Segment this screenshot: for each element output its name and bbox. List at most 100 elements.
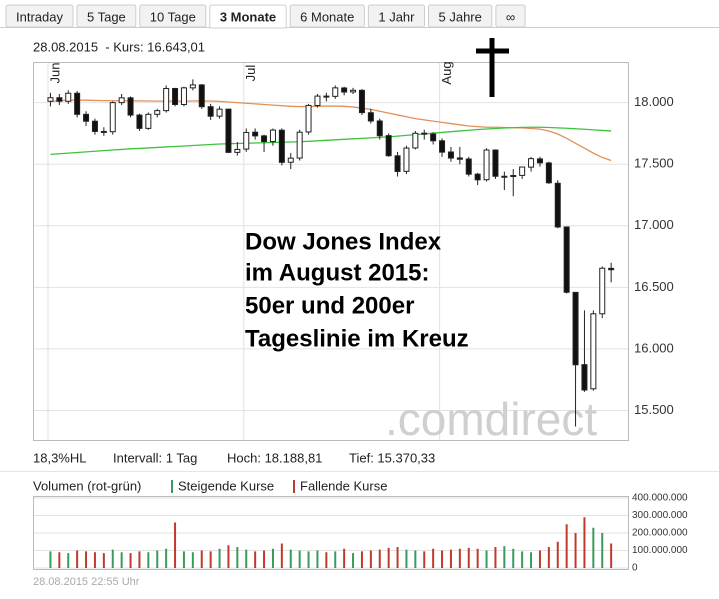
tab-label[interactable]: 1 Jahr (378, 9, 415, 24)
volume-bar (120, 552, 123, 568)
candle-body (545, 162, 552, 184)
x-tick-label: Aug (439, 61, 454, 84)
volume-bar (574, 533, 577, 568)
volume-bar (200, 550, 203, 568)
candle-body (474, 173, 481, 181)
volume-bar (236, 547, 239, 568)
candle-body (234, 148, 241, 153)
volume-bar (58, 552, 61, 568)
volume-bar (218, 548, 221, 568)
volume-bar (325, 552, 328, 568)
volume-bar (476, 548, 479, 568)
volume-bar (227, 545, 230, 568)
volume-bar (432, 548, 435, 568)
tab-background[interactable] (289, 4, 365, 28)
volume-bar (147, 552, 150, 568)
tab-background[interactable] (139, 4, 207, 28)
volume-bar (182, 551, 185, 568)
volume-bar (209, 551, 212, 568)
candle-body (109, 102, 116, 133)
volume-bar (378, 549, 381, 568)
candle-body (341, 87, 348, 93)
x-tick-label: Jun (47, 63, 62, 84)
volume-bar (556, 541, 559, 568)
volume-bar (85, 551, 88, 568)
volume-bar (565, 524, 568, 568)
volume-bar (165, 548, 168, 568)
tab-label[interactable]: 10 Tage (150, 9, 196, 24)
volume-bar (271, 548, 274, 568)
volume-bar (396, 547, 399, 568)
candle-body (287, 157, 294, 163)
candle-body (163, 87, 170, 112)
volume-title: Volumen (rot-grün) (33, 478, 141, 493)
y-tick-label: 200.000.000 (632, 528, 688, 539)
tab-background[interactable] (367, 4, 425, 28)
tab[interactable]: 5 Jahre (428, 4, 493, 28)
tab-label[interactable]: Intraday (16, 9, 63, 24)
y-tick-label: 400.000.000 (632, 493, 688, 504)
candle-body (278, 129, 285, 163)
volume-bar (423, 551, 426, 568)
volume-bar (610, 543, 613, 568)
candle-body (519, 166, 526, 176)
volume-bar (538, 550, 541, 568)
tab[interactable]: 1 Jahr (367, 4, 425, 28)
candle-body (198, 84, 205, 108)
volume-bar (601, 533, 604, 568)
candle-body (127, 97, 134, 116)
watermark: .comdirect (385, 393, 597, 445)
grid (34, 63, 628, 440)
candle-body (243, 131, 250, 150)
tab[interactable]: 5 Tage (76, 4, 137, 28)
y-tick-label: 100.000.000 (632, 545, 688, 556)
tab-background[interactable] (76, 4, 137, 28)
annotation: Tageslinie im Kreuz (245, 325, 469, 352)
candle-body (501, 175, 508, 178)
tab[interactable]: Intraday (5, 4, 74, 28)
candle-body (590, 313, 597, 390)
stat: Tief: 15.370,33 (349, 450, 435, 465)
plot (47, 79, 615, 427)
candle-body (65, 92, 72, 102)
tab-label[interactable]: 5 Jahre (439, 9, 482, 24)
volume-bar (334, 551, 337, 568)
y-tick-label: 17.000 (634, 217, 674, 232)
tab-background[interactable] (209, 4, 287, 29)
annotation: im August 2015: (245, 259, 430, 286)
volume-bar (387, 547, 390, 568)
candle-body (536, 158, 543, 164)
volume-bar (485, 550, 488, 568)
volume-bar (369, 550, 372, 568)
volume-bar (441, 550, 444, 568)
tab-background[interactable] (495, 4, 526, 28)
candle-body (323, 95, 330, 98)
volume-bar (405, 549, 408, 568)
candle-body (83, 113, 90, 122)
tab-label[interactable]: ∞ (506, 9, 515, 24)
candle-body (189, 84, 196, 89)
tab-label[interactable]: 5 Tage (87, 9, 126, 24)
annotation: 50er und 200er (245, 292, 414, 319)
tab-label[interactable]: 3 Monate (220, 9, 276, 24)
tab[interactable]: ∞ (495, 4, 526, 28)
volume-bar (156, 550, 159, 568)
tab[interactable]: 6 Monate (289, 4, 365, 28)
tab-background[interactable] (5, 4, 74, 28)
candle-body (314, 95, 321, 106)
candle-body (554, 182, 561, 228)
candle-body (528, 158, 535, 168)
candle-body (367, 112, 374, 122)
tab-background[interactable] (428, 4, 493, 28)
tab[interactable]: 10 Tage (139, 4, 207, 28)
volume-bar (343, 548, 346, 568)
candle-body (412, 132, 419, 149)
tab-label[interactable]: 6 Monate (300, 9, 354, 24)
candle-body (136, 114, 143, 129)
volume-bar (67, 553, 70, 568)
tab[interactable]: 3 Monate (209, 4, 287, 29)
candle-body (572, 291, 579, 366)
cross-symbol (476, 38, 509, 97)
y-tick-label: 16.000 (634, 340, 674, 355)
header: 28.08.2015 - Kurs: 16.643,01 (33, 39, 205, 54)
